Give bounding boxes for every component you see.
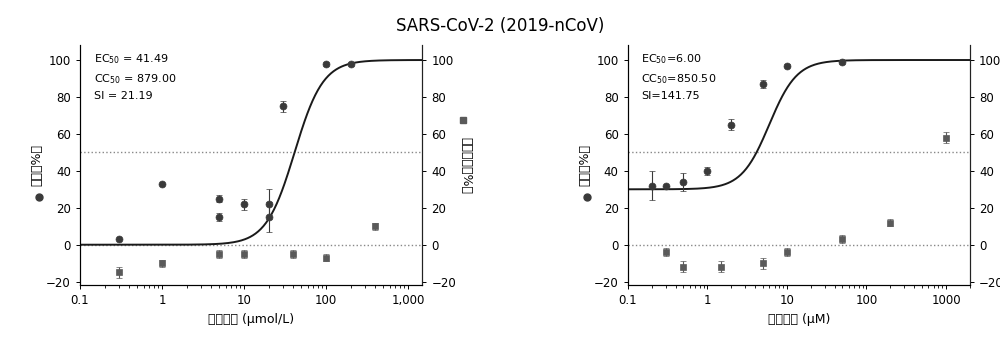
Y-axis label: 抑制（%）: 抑制（%） bbox=[30, 144, 43, 186]
X-axis label: 来氟米特 (μmol/L): 来氟米特 (μmol/L) bbox=[208, 313, 294, 326]
Text: SARS-CoV-2 (2019-nCoV): SARS-CoV-2 (2019-nCoV) bbox=[396, 17, 604, 35]
Y-axis label: 细胞毒性（%）: 细胞毒性（%） bbox=[460, 137, 473, 194]
X-axis label: 特立氟胺 (μM): 特立氟胺 (μM) bbox=[768, 313, 830, 326]
Text: EC$_{50}$ = 41.49
CC$_{50}$ = 879.00
SI = 21.19: EC$_{50}$ = 41.49 CC$_{50}$ = 879.00 SI … bbox=[94, 53, 176, 101]
Y-axis label: 抑制（%）: 抑制（%） bbox=[578, 144, 591, 186]
Text: EC$_{50}$=6.00
CC$_{50}$=850.50
SI=141.75: EC$_{50}$=6.00 CC$_{50}$=850.50 SI=141.7… bbox=[641, 53, 717, 101]
